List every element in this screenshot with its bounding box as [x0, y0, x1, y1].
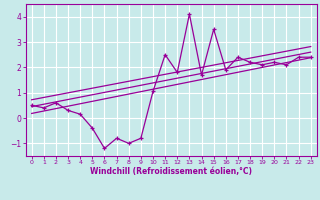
- X-axis label: Windchill (Refroidissement éolien,°C): Windchill (Refroidissement éolien,°C): [90, 167, 252, 176]
